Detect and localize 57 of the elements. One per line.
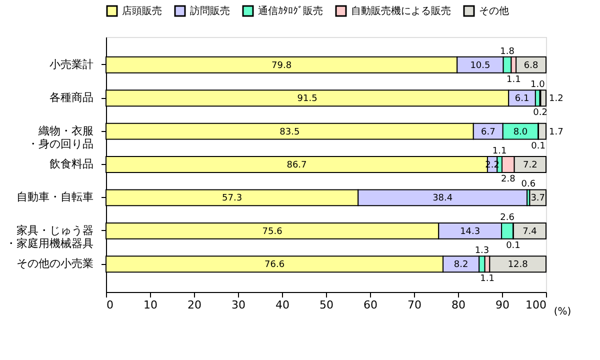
data-label: 7.4: [522, 226, 538, 237]
data-label: 14.3: [460, 226, 480, 237]
y-tick-label: 小売業計: [50, 58, 94, 71]
data-label: 1.1: [506, 74, 521, 85]
x-tick-label: 40: [276, 298, 290, 312]
y-tick-label: 各種商品: [50, 91, 94, 104]
data-label: 1.3: [474, 246, 490, 256]
data-label: 2.6: [500, 212, 515, 223]
data-label: 1.0: [530, 80, 546, 90]
data-label: 75.6: [262, 226, 283, 237]
data-label: 8.2: [454, 260, 468, 270]
data-label: 91.5: [297, 94, 318, 104]
x-tick-label: 70: [408, 298, 422, 312]
data-label: 1.1: [480, 274, 494, 284]
data-label: 0.2: [533, 108, 548, 118]
data-label: 79.8: [272, 60, 292, 71]
x-tick-label: 100: [526, 298, 546, 312]
legend-label: 通信ｶﾀﾛｸﾞ販売: [258, 5, 323, 17]
data-label: 6.1: [514, 94, 530, 104]
y-tick-label: その他の小売業: [16, 257, 94, 270]
x-tick-label: 10: [144, 298, 158, 312]
x-tick-label: 20: [188, 298, 202, 312]
data-label: 83.5: [280, 127, 300, 138]
legend-label: その他: [479, 5, 509, 17]
data-label: 0.6: [521, 180, 536, 190]
data-label: 1.8: [500, 46, 515, 57]
data-label: 12.8: [508, 260, 528, 270]
legend-label: 自動販売機による販売: [351, 5, 451, 17]
x-tick-label: 90: [496, 298, 510, 312]
data-label: 6.7: [480, 127, 496, 138]
data-label: 2.8: [500, 174, 516, 184]
data-label: 10.5: [470, 60, 490, 71]
y-tick-label: 自動車・自転車: [16, 190, 94, 204]
data-label: 1.7: [549, 127, 564, 138]
data-label: 8.0: [513, 127, 528, 138]
x-tick-label: 30: [232, 298, 246, 312]
x-axis-title: (%): [554, 306, 572, 318]
y-tick-label: 飲食料品: [50, 158, 94, 170]
data-label: 1.1: [492, 146, 507, 156]
y-tick-label: 織物・衣服・身の回り品: [28, 124, 94, 150]
x-tick-label: 50: [320, 298, 334, 312]
x-tick-label: 60: [364, 298, 378, 312]
data-label: 86.7: [286, 160, 307, 170]
x-tick-label: 80: [452, 298, 466, 312]
y-tick-label: 家具・じゅう器・家庭用機械器具: [6, 224, 94, 250]
legend-label: 訪問販売: [190, 5, 230, 17]
x-tick-label: 0: [106, 298, 114, 312]
legend-label: 店頭販売: [122, 5, 162, 17]
data-label: 38.4: [432, 194, 453, 204]
data-label: 0.1: [506, 240, 520, 251]
data-label: 76.6: [264, 260, 285, 270]
data-label: 1.2: [549, 94, 564, 104]
data-label: 3.7: [530, 194, 546, 204]
data-label: 6.8: [524, 60, 538, 71]
data-label: 0.1: [531, 141, 546, 152]
data-label: 7.2: [522, 160, 538, 170]
data-label: 57.3: [222, 194, 242, 204]
